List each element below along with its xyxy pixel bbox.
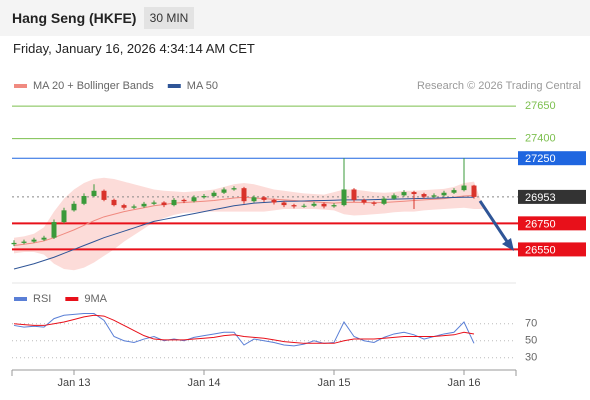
candle-body (301, 205, 307, 207)
candle-body (311, 203, 317, 206)
candle-body (241, 188, 247, 202)
candle-body (191, 197, 197, 202)
candle-body (411, 192, 417, 195)
candle-body (281, 202, 287, 206)
candle-body (381, 198, 387, 204)
candle-body (231, 188, 237, 190)
level-label: 27250 (525, 153, 556, 165)
candle-body (471, 185, 477, 197)
candle-body (41, 237, 47, 240)
x-tick-label: Jan 15 (317, 377, 350, 389)
legend-swatch (65, 297, 79, 301)
candle-body (71, 203, 77, 211)
candle-body (21, 241, 27, 243)
candle-body (371, 202, 377, 204)
indicator-line (13, 313, 475, 347)
candle-body (121, 205, 127, 208)
candle-body (461, 185, 467, 191)
candle-body (51, 222, 57, 238)
level-badge (518, 151, 586, 166)
level-label: 27650 (525, 100, 556, 112)
candle-body (101, 190, 107, 200)
candle-body (321, 203, 327, 207)
candle-body (141, 203, 147, 207)
level-badge (518, 189, 586, 204)
candle-body (451, 190, 457, 193)
candle-body (91, 190, 97, 196)
legend-swatch (14, 84, 27, 88)
instrument-title: Hang Seng (HKFE) (12, 10, 137, 26)
candle-body (401, 192, 407, 196)
candle-body (421, 194, 427, 197)
indicator-line (13, 196, 474, 270)
level-label: 27400 (525, 133, 556, 145)
indicator-line (13, 314, 475, 344)
y-tick-label: 30 (525, 352, 537, 364)
timestamp: Friday, January 16, 2026 4:34:14 AM CET (13, 41, 255, 56)
candle-body (81, 195, 87, 204)
candle-body (61, 210, 67, 223)
x-tick-label: Jan 14 (187, 377, 220, 389)
y-tick-label: 70 (525, 318, 537, 330)
candle-body (261, 197, 267, 200)
candle-body (251, 197, 257, 202)
candle-body (11, 242, 17, 245)
candle-body (181, 199, 187, 202)
legend-label: RSI (33, 293, 51, 305)
candle-body (291, 205, 297, 207)
legend-swatch (14, 297, 27, 301)
legend-label: 9MA (84, 293, 107, 305)
copyright: Research © 2026 Trading Central (417, 80, 581, 92)
candle-body (431, 195, 437, 197)
legend-swatch (167, 84, 181, 88)
x-tick-label: Jan 16 (447, 377, 480, 389)
candle-body (211, 192, 217, 196)
candle-body (171, 199, 177, 206)
x-tick-label: Jan 13 (57, 377, 90, 389)
interval-button[interactable]: 30 MIN (144, 7, 194, 29)
candle-body (341, 189, 347, 206)
level-badge (518, 216, 586, 231)
forecast-arrow-head (502, 238, 514, 251)
level-label: 26550 (525, 244, 556, 256)
candle-body (161, 202, 167, 206)
candle-body (201, 195, 207, 198)
candle-body (441, 192, 447, 196)
candle-body (31, 239, 37, 242)
candle-body (391, 195, 397, 199)
level-label: 26953 (525, 192, 556, 204)
level-badge (518, 242, 586, 257)
candle-body (361, 199, 367, 203)
legend-label: MA 50 (187, 80, 218, 92)
candle-body (271, 199, 277, 203)
candle-body (351, 189, 357, 200)
candle-body (221, 189, 227, 193)
level-label: 26750 (525, 218, 556, 230)
candle-body (331, 205, 337, 207)
legend-label: MA 20 + Bollinger Bands (33, 80, 154, 92)
candle-body (111, 199, 117, 206)
y-tick-label: 50 (525, 335, 537, 347)
top-bar: Hang Seng (HKFE) 30 MIN (0, 0, 590, 36)
candle-body (131, 206, 137, 208)
candle-body (151, 202, 157, 204)
forecast-arrow (478, 200, 510, 244)
